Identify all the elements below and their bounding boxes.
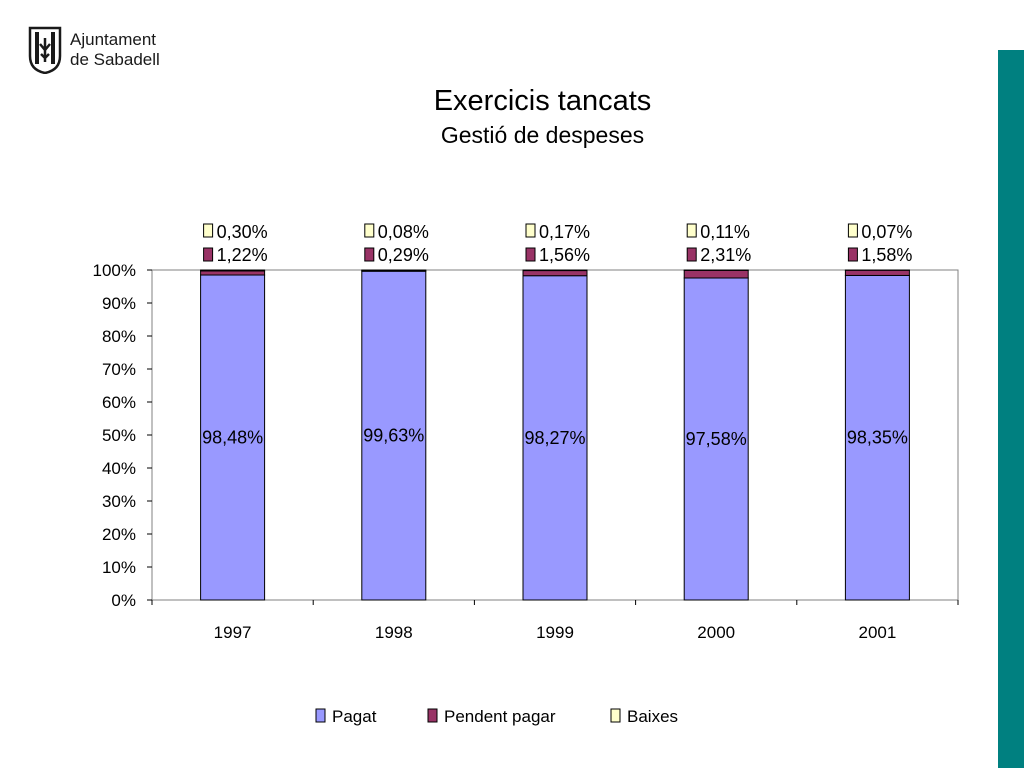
y-tick-label: 90% <box>102 294 136 313</box>
y-tick-label: 100% <box>93 261 136 280</box>
data-label-pendent: 2,31% <box>700 245 751 265</box>
data-label-pagat: 98,27% <box>524 428 585 448</box>
data-label-pagat: 97,58% <box>686 429 747 449</box>
label-marker-pendent <box>203 247 214 262</box>
data-label-pendent: 1,56% <box>539 245 590 265</box>
legend-swatch <box>315 708 326 723</box>
y-tick-label: 70% <box>102 360 136 379</box>
label-marker-pendent <box>686 247 697 262</box>
logo-line1: Ajuntament <box>70 30 156 49</box>
label-marker-baixes <box>203 223 214 238</box>
data-label-pendent: 1,58% <box>861 245 912 265</box>
logo-text: Ajuntament de Sabadell <box>70 30 160 70</box>
data-label-baixes: 0,08% <box>378 222 429 242</box>
y-tick-label: 50% <box>102 426 136 445</box>
ajuntament-logo: Ajuntament de Sabadell <box>28 26 188 76</box>
data-label-pagat: 98,48% <box>202 428 263 448</box>
bar-segment <box>683 277 749 601</box>
bar-segment <box>200 270 266 276</box>
bar-segment <box>200 274 266 601</box>
label-marker-pendent <box>364 247 375 262</box>
x-tick-label: 2001 <box>858 623 896 642</box>
legend-label: Pagat <box>332 707 377 726</box>
data-label-pagat: 99,63% <box>363 426 424 446</box>
legend-swatch <box>427 708 438 723</box>
y-tick-label: 40% <box>102 459 136 478</box>
data-label-baixes: 0,30% <box>217 222 268 242</box>
label-marker-pendent <box>525 247 536 262</box>
y-tick-label: 60% <box>102 393 136 412</box>
label-marker-baixes <box>364 223 375 238</box>
bar-segment <box>522 275 588 601</box>
y-tick-label: 0% <box>111 591 136 610</box>
coat-of-arms-icon <box>28 26 62 74</box>
y-tick-label: 20% <box>102 525 136 544</box>
bar-segment <box>200 269 266 272</box>
label-marker-baixes <box>525 223 536 238</box>
y-tick-label: 80% <box>102 327 136 346</box>
data-label-pendent: 1,22% <box>217 245 268 265</box>
data-label-pendent: 0,29% <box>378 245 429 265</box>
label-marker-baixes <box>686 223 697 238</box>
data-label-pagat: 98,35% <box>847 428 908 448</box>
slide-subtitle: Gestió de despeses <box>440 122 645 148</box>
bar-segment <box>844 269 910 276</box>
legend-label: Pendent pagar <box>444 707 556 726</box>
y-tick-label: 10% <box>102 558 136 577</box>
y-tick-label: 30% <box>102 492 136 511</box>
data-label-baixes: 0,07% <box>861 222 912 242</box>
logo-line2: de Sabadell <box>70 50 160 69</box>
slide-title: Exercicis tancats <box>433 85 652 117</box>
bar-segment <box>522 269 588 272</box>
x-tick-label: 1999 <box>536 623 574 642</box>
bar-segment <box>844 274 910 601</box>
data-label-baixes: 0,11% <box>700 222 750 242</box>
legend-swatch <box>610 708 621 723</box>
x-tick-label: 2000 <box>697 623 735 642</box>
legend-label: Baixes <box>627 707 678 726</box>
x-tick-label: 1998 <box>375 623 413 642</box>
data-label-baixes: 0,17% <box>539 222 590 242</box>
bar-segment <box>522 270 588 277</box>
label-marker-baixes <box>847 223 858 238</box>
x-tick-label: 1997 <box>214 623 252 642</box>
label-marker-pendent <box>847 247 858 262</box>
bar-segment <box>683 269 749 279</box>
decorative-side-bar <box>998 50 1024 768</box>
